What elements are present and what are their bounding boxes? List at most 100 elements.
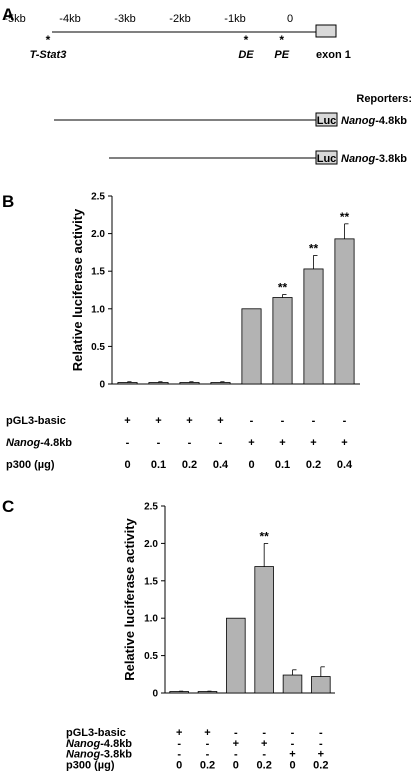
condition-row-label-prefix: pGL3-basic (6, 415, 66, 427)
condition-cell: + (217, 415, 223, 427)
y-tick-label: 1.0 (91, 304, 105, 315)
bar (303, 268, 324, 385)
condition-row-label: Nanog-4.8kb (66, 738, 132, 750)
ruler-label: -1kb (224, 13, 245, 25)
bar (241, 308, 262, 385)
y-tick-label: 2.0 (91, 229, 105, 240)
condition-cell: - (126, 437, 130, 449)
luc-label: Luc (317, 153, 337, 165)
ruler-label: 0 (287, 13, 293, 25)
bar (226, 617, 246, 694)
condition-cell: - (319, 738, 323, 750)
condition-cell: - (291, 727, 295, 739)
y-axis-label: Relative luciferase activity (122, 517, 137, 680)
bar (117, 382, 138, 385)
reporter-name: Nanog-4.8kb (341, 115, 407, 127)
condition-cell: 0.2 (182, 459, 197, 471)
condition-cell: + (248, 437, 254, 449)
condition-row-label: pGL3-basic (66, 727, 126, 739)
panel-a-diagram: -5kb -4kb -3kb -2kb -1kb 0*T-Stat3*DE*PE exon … (4, 13, 412, 165)
condition-row-label-prefix: Nanog (66, 749, 101, 761)
bar (254, 566, 274, 694)
condition-row-label: Nanog-4.8kb (6, 437, 72, 449)
panel-a-label: A (2, 5, 14, 24)
reporter-name-suffix: -3.8kb (375, 153, 407, 165)
condition-cell: + (279, 437, 285, 449)
condition-row-label-suffix: -3.8kb (100, 749, 132, 761)
condition-cell: - (262, 749, 266, 761)
condition-cell: - (157, 437, 161, 449)
condition-cell: + (289, 749, 295, 761)
condition-cell: 0 (248, 459, 254, 471)
condition-cell: - (262, 727, 266, 739)
condition-cell: - (291, 738, 295, 750)
condition-cell: + (176, 727, 182, 739)
y-tick-label: 2.0 (144, 539, 158, 550)
bar (197, 691, 218, 694)
condition-row-label-suffix: -4.8kb (100, 738, 132, 750)
condition-row-label: p300 (µg) (6, 459, 55, 471)
y-axis-label: Relative luciferase activity (70, 208, 85, 371)
bar (169, 691, 189, 694)
bar (148, 382, 169, 385)
condition-cell: 0.1 (151, 459, 166, 471)
site-marker: * (279, 33, 284, 47)
reporter-name-prefix: Nanog (341, 115, 376, 127)
significance-mark: ** (340, 210, 350, 224)
condition-row-label-prefix: p300 (µg) (66, 759, 115, 771)
condition-row-label-prefix: Nanog (6, 437, 41, 449)
y-tick-label: 0 (152, 689, 158, 700)
condition-cell: 0.2 (306, 459, 321, 471)
condition-cell: + (204, 727, 210, 739)
condition-cell: + (318, 749, 324, 761)
condition-cell: - (312, 415, 316, 427)
site-label: DE (238, 49, 254, 61)
luc-box (315, 112, 338, 127)
ruler-label: -5kb (4, 13, 25, 25)
condition-cell: + (155, 415, 161, 427)
condition-row-label: p300 (µg) (66, 759, 115, 771)
y-tick-label: 1.5 (144, 576, 158, 587)
condition-cell: - (343, 415, 347, 427)
significance-mark: ** (278, 281, 288, 295)
condition-cell: + (186, 415, 192, 427)
reporter-name-suffix: -4.8kb (375, 115, 407, 127)
condition-cell: 0 (289, 759, 295, 771)
bar (210, 382, 231, 385)
condition-cell: + (341, 437, 347, 449)
condition-cell: 0.2 (257, 759, 272, 771)
site-label: PE (274, 49, 289, 61)
bar (311, 676, 331, 694)
condition-cell: - (234, 749, 238, 761)
condition-cell: 0 (176, 759, 182, 771)
condition-cell: + (233, 738, 239, 750)
condition-cell: - (281, 415, 285, 427)
condition-cell: 0 (124, 459, 130, 471)
condition-row-label: pGL3-basic (6, 415, 66, 427)
condition-cell: - (250, 415, 254, 427)
bar (334, 238, 355, 385)
condition-row-label-prefix: Nanog (66, 738, 101, 750)
condition-cell: + (261, 738, 267, 750)
y-tick-label: 2.5 (144, 502, 158, 513)
ruler-label: -2kb (169, 13, 190, 25)
site-marker: * (244, 33, 249, 47)
condition-cell: - (319, 727, 323, 739)
condition-cell: 0 (233, 759, 239, 771)
bar (272, 297, 293, 385)
panel-b-label: B (2, 192, 14, 211)
y-tick-label: 1.0 (144, 614, 158, 625)
condition-row-label-prefix: p300 (µg) (6, 459, 55, 471)
condition-cell: - (188, 437, 192, 449)
panel-c-label: C (2, 497, 14, 516)
exon-box (315, 24, 337, 38)
condition-cell: - (177, 749, 181, 761)
condition-cell: 0.2 (313, 759, 328, 771)
y-tick-label: 0 (99, 380, 105, 391)
panel-c-chart: 0 0.5 1.0 1.5 2.0 2.5 Relative luciferase acti… (66, 502, 335, 771)
condition-cell: - (206, 749, 210, 761)
condition-row-label-suffix: -4.8kb (40, 437, 72, 449)
condition-row-label: Nanog-3.8kb (66, 749, 132, 761)
condition-cell: - (234, 727, 238, 739)
